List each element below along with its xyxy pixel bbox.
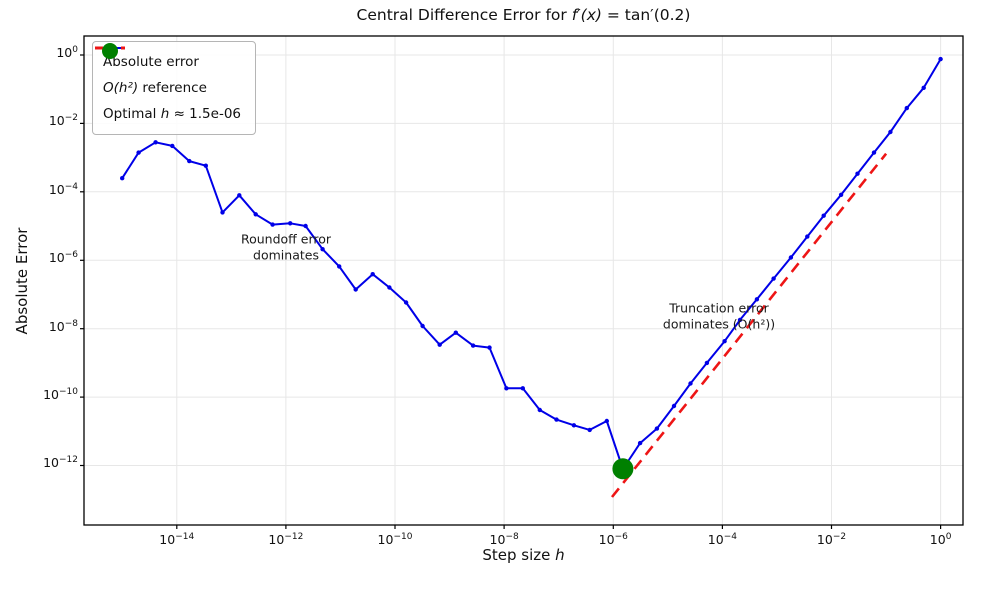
legend-item-optimal: Optimal h ≈ 1.5e-06: [102, 43, 241, 127]
y-tick-label: 10−10: [43, 386, 78, 403]
x-axis-label-text: Step size: [482, 546, 556, 564]
y-tick-label: 10−6: [48, 250, 78, 266]
annotation-roundoff-line2: dominates: [253, 247, 319, 262]
x-tick-label: 10−2: [816, 531, 847, 547]
title-text: Central Difference Error for: [356, 6, 572, 24]
y-tick-label: 100: [56, 44, 78, 61]
annotation-truncation-line1: Truncation error: [669, 300, 769, 316]
annotation-roundoff-line1: Roundoff error: [240, 231, 332, 247]
x-tick-label: 10−12: [268, 531, 304, 547]
legend-dot-sample: [102, 43, 118, 59]
title-rest: = tan′(0.2): [601, 6, 691, 24]
y-tick-label: 10−8: [48, 318, 78, 334]
annotation-truncation: Truncation error dominates (O(h²)): [663, 300, 775, 331]
annotation-roundoff: Roundoff error dominates: [241, 231, 331, 262]
x-tick-label: 10−8: [489, 531, 519, 547]
x-tick-label: 10−10: [377, 531, 413, 547]
x-tick-label: 10−6: [598, 531, 628, 547]
legend-label-absolute-error: Absolute error: [103, 54, 199, 70]
annotation-truncation-line2: dominates (O(h²)): [662, 316, 776, 331]
x-tick-label: 10−4: [707, 531, 737, 547]
y-tick-label: 10−12: [43, 455, 78, 471]
title-math: f′(x): [571, 6, 602, 24]
x-axis-label: Step size h: [84, 546, 963, 564]
y-tick-label: 10−4: [48, 181, 78, 197]
y-tick-label: 10−2: [48, 113, 78, 129]
x-axis-label-var: h: [555, 546, 565, 564]
legend-item-reference: O(h²) reference: [95, 46, 241, 101]
chart-title: Central Difference Error for f′(x) = tan…: [84, 6, 963, 24]
legend: Absolute error O(h²) reference Optimal h…: [92, 41, 256, 135]
legend-label-reference: O(h²) reference: [103, 80, 207, 96]
legend-label-optimal: Optimal h ≈ 1.5e-06: [103, 106, 241, 122]
x-tick-label: 100: [929, 531, 952, 547]
x-tick-label: 10−14: [159, 531, 195, 547]
